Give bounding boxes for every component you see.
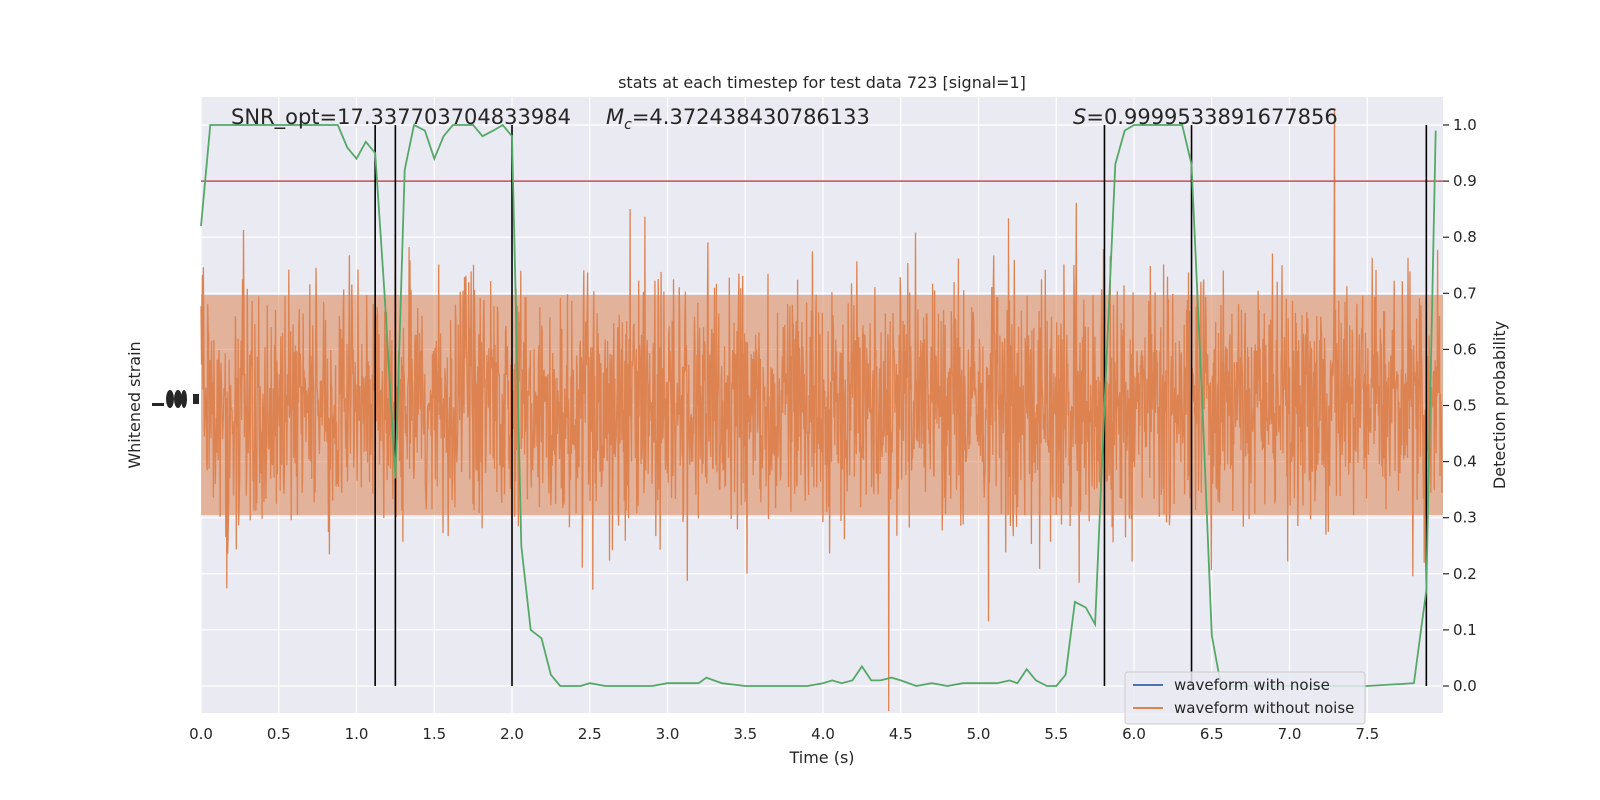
y-right-tick-label: 0.1 [1453, 621, 1477, 639]
x-tick-label: 6.5 [1200, 725, 1224, 743]
y-right-tick-label: 0.9 [1453, 172, 1477, 190]
x-tick-label: 1.0 [345, 725, 369, 743]
x-tick-label: 1.5 [422, 725, 446, 743]
left-axis-collapsed-ticks [152, 390, 199, 408]
y-right-tick-label: 0.4 [1453, 453, 1477, 471]
detection-probability-series [200, 123, 1437, 687]
x-tick-label: 2.0 [500, 725, 524, 743]
y-right-tick-label: 0.7 [1453, 284, 1477, 302]
x-tick-label: 4.0 [811, 725, 835, 743]
detection-probability-line [200, 123, 1437, 687]
s-symbol: S [1073, 105, 1086, 129]
x-tick-label: 7.0 [1278, 725, 1302, 743]
mc-value: =4.372438430786133 [632, 105, 870, 129]
x-tick-label: 3.0 [656, 725, 680, 743]
x-tick-label: 2.5 [578, 725, 602, 743]
snr-annotation: SNR_opt=17.337703704833984 [231, 105, 571, 130]
y-right-tick-label: 0.0 [1453, 677, 1477, 695]
s-annotation: S=0.9999533891677856 [1073, 105, 1338, 129]
y-right-tick-label: 0.5 [1453, 397, 1477, 415]
x-tick-label: 5.0 [967, 725, 991, 743]
x-tick-label: 7.5 [1355, 725, 1379, 743]
y-right-tick-label: 0.6 [1453, 340, 1477, 358]
legend-box [1124, 671, 1366, 725]
waveform-dense-band [201, 295, 1443, 515]
y-right-tick-label: 0.8 [1453, 228, 1477, 246]
waveform-without-noise-series [200, 109, 1443, 712]
y-right-axis-label: Detection probability [1490, 321, 1509, 489]
x-tick-label: 3.5 [733, 725, 757, 743]
y-right-tick-label: 0.2 [1453, 565, 1477, 583]
legend-label-with-noise: waveform with noise [1174, 676, 1330, 694]
x-tick-label: 5.5 [1044, 725, 1068, 743]
x-tick-label: 0.0 [189, 725, 213, 743]
x-tick-label: 6.0 [1122, 725, 1146, 743]
x-axis-label: Time (s) [788, 748, 854, 767]
x-axis-ticks: 0.0 0.5 1.0 1.5 2.0 2.5 3.0 3.5 4.0 4.5 5.0 5.5 6.0 6… [189, 725, 1379, 743]
x-tick-label: 0.5 [267, 725, 291, 743]
chart-title: stats at each timestep for test data 723… [618, 73, 1026, 92]
legend: waveform with noise waveform without noi… [1124, 671, 1366, 725]
x-tick-label: 4.5 [889, 725, 913, 743]
y-right-tick-label: 0.3 [1453, 509, 1477, 527]
y-left-axis-label: Whitened strain [125, 341, 144, 468]
s-value: =0.9999533891677856 [1086, 105, 1337, 129]
mc-subscript: c [624, 117, 632, 133]
mc-annotation: Mc=4.372438430786133 [606, 105, 870, 133]
y-right-axis-ticks: 0.0 0.1 0.2 0.3 0.4 0.5 0.6 0.7 0.8 0.9 1.0 [1443, 116, 1477, 695]
y-right-tick-label: 1.0 [1453, 116, 1477, 134]
mc-symbol: M [606, 105, 624, 129]
legend-label-without-noise: waveform without noise [1174, 699, 1354, 717]
